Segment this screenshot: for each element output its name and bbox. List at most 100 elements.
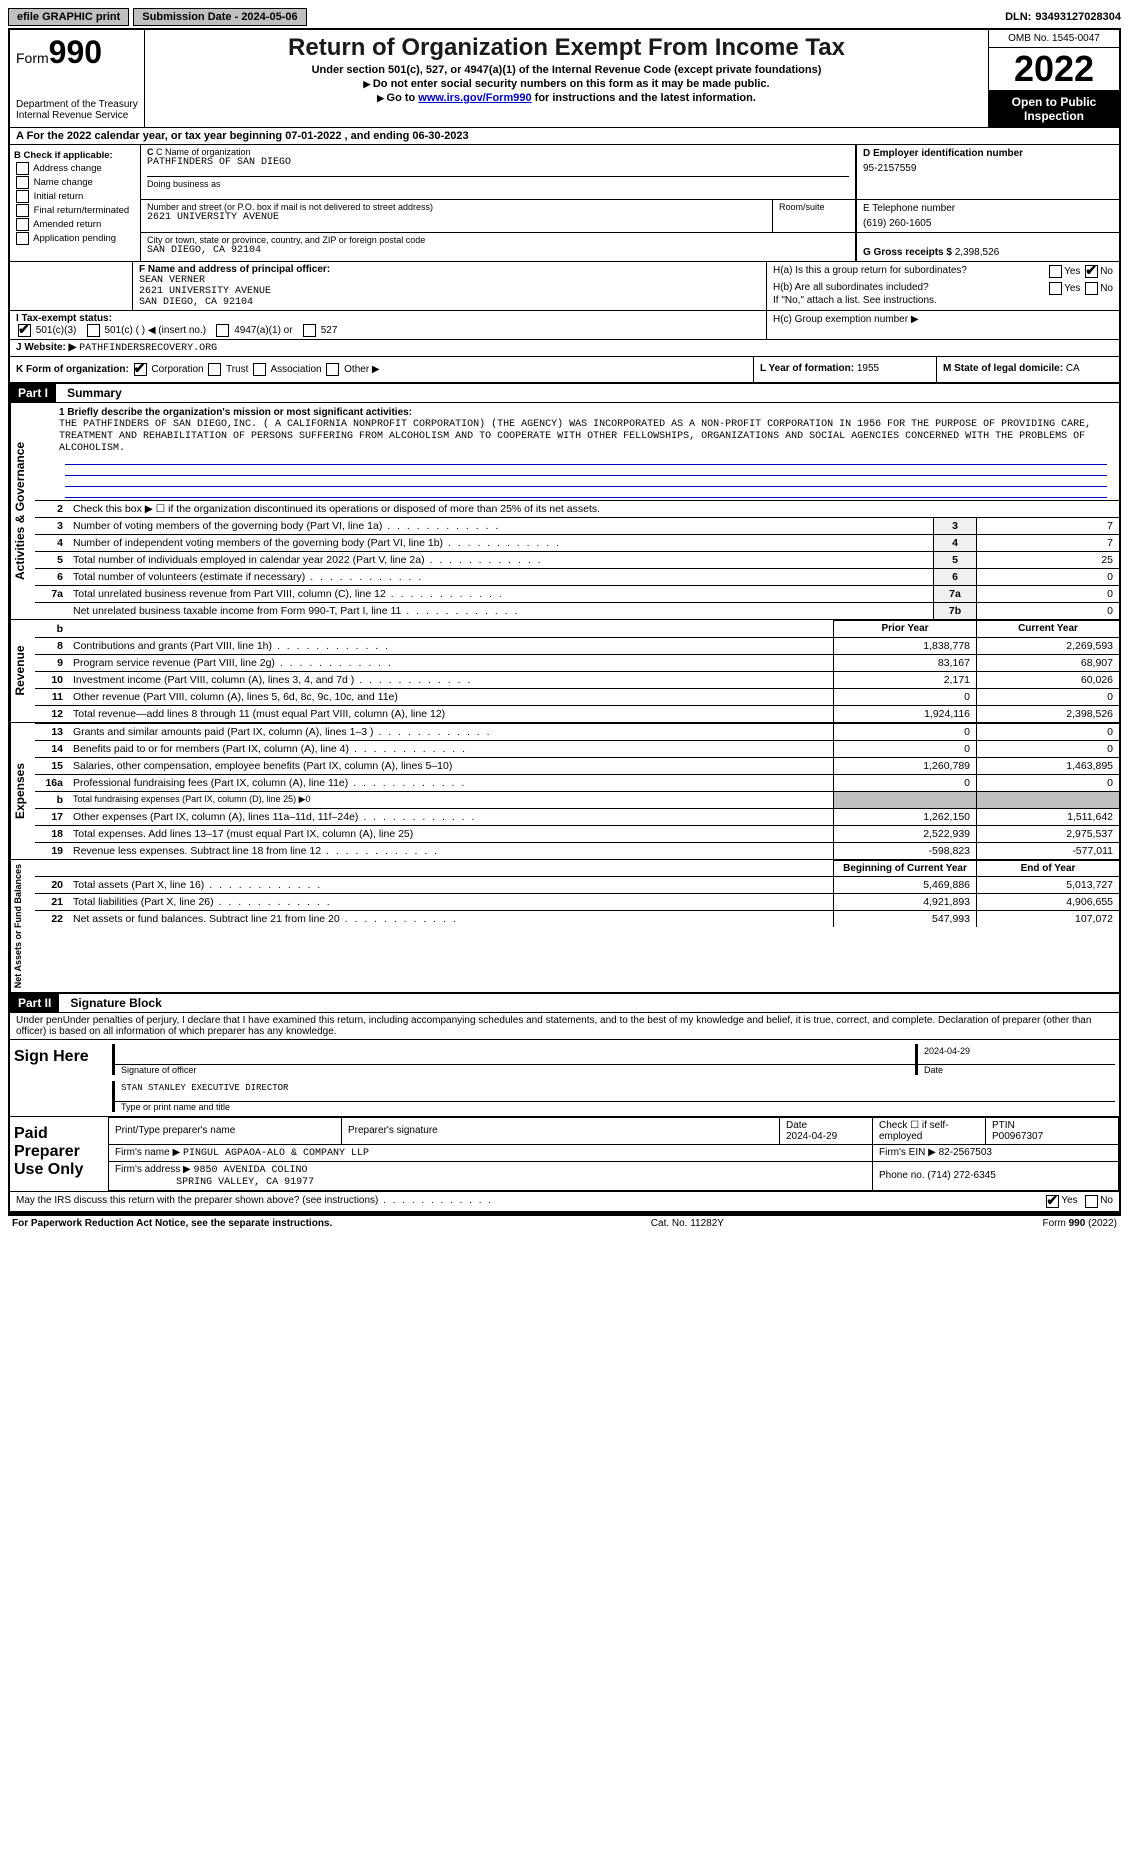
cb-527[interactable] bbox=[303, 324, 316, 337]
cb-501c[interactable] bbox=[87, 324, 100, 337]
h-c: H(c) Group exemption number ▶ bbox=[767, 311, 1119, 339]
col-g: G Gross receipts $ 2,398,526 bbox=[856, 233, 1119, 261]
form-container: Form990 Department of the Treasury Inter… bbox=[8, 28, 1121, 1215]
paid-preparer-row: Paid Preparer Use Only Print/Type prepar… bbox=[10, 1117, 1119, 1192]
note2-post: for instructions and the latest informat… bbox=[532, 92, 756, 104]
room-label: Room/suite bbox=[779, 202, 849, 212]
efile-button[interactable]: efile GRAPHIC print bbox=[8, 8, 129, 26]
line-9-text: Program service revenue (Part VIII, line… bbox=[73, 657, 393, 669]
summary-rev: Revenue bPrior YearCurrent Year 8Contrib… bbox=[10, 620, 1119, 723]
cb-amended[interactable]: Amended return bbox=[14, 218, 136, 231]
gov-table: 2Check this box ▶ ☐ if the organization … bbox=[35, 500, 1119, 619]
part1-title: Summary bbox=[59, 386, 122, 400]
form-number: 990 bbox=[49, 34, 102, 70]
cb-other[interactable] bbox=[326, 363, 339, 376]
firm-name: PINGUL AGPAOA-ALO & COMPANY LLP bbox=[183, 1148, 369, 1159]
c-name-label: C Name of organization bbox=[156, 147, 251, 157]
col-k: K Form of organization: Corporation Trus… bbox=[10, 357, 754, 382]
tax-year: 2022 bbox=[989, 48, 1119, 91]
cb-corp[interactable] bbox=[134, 363, 147, 376]
row-klm: K Form of organization: Corporation Trus… bbox=[10, 357, 1119, 383]
omb-number: OMB No. 1545-0047 bbox=[989, 30, 1119, 48]
firm-addr-lbl: Firm's address ▶ bbox=[115, 1164, 191, 1175]
line-6-val: 0 bbox=[977, 569, 1120, 586]
line-7a-text: Total unrelated business revenue from Pa… bbox=[73, 588, 504, 600]
th-end: End of Year bbox=[977, 860, 1120, 876]
cb-discuss-yes[interactable] bbox=[1046, 1195, 1059, 1208]
firm-ein-lbl: Firm's EIN ▶ bbox=[879, 1147, 936, 1158]
declaration-text: Under penUnder penalties of perjury, I d… bbox=[10, 1013, 1119, 1039]
line-17-text: Other expenses (Part IX, column (A), lin… bbox=[73, 811, 476, 823]
sign-here-label: Sign Here bbox=[10, 1040, 108, 1116]
col-h: H(a) Is this a group return for subordin… bbox=[767, 262, 1119, 310]
row-j: J Website: ▶ PATHFINDERSRECOVERY.ORG bbox=[10, 340, 1119, 357]
city-label: City or town, state or province, country… bbox=[147, 235, 849, 245]
h-b-note: If "No," attach a list. See instructions… bbox=[773, 295, 1113, 306]
officer-label: F Name and address of principal officer: bbox=[139, 264, 330, 275]
h-b: H(b) Are all subordinates included? bbox=[773, 282, 929, 295]
line-14-text: Benefits paid to or for members (Part IX… bbox=[73, 743, 467, 755]
col-b-checkboxes: B Check if applicable: Address change Na… bbox=[10, 145, 141, 261]
dept-treasury: Department of the Treasury bbox=[16, 99, 138, 110]
note-ssn: Do not enter social security numbers on … bbox=[153, 78, 980, 90]
firm-name-lbl: Firm's name ▶ bbox=[115, 1147, 180, 1158]
header-center: Return of Organization Exempt From Incom… bbox=[145, 30, 988, 127]
officer-addr1: 2621 UNIVERSITY AVENUE bbox=[139, 286, 760, 297]
cb-trust[interactable] bbox=[208, 363, 221, 376]
line-5-text: Total number of individuals employed in … bbox=[73, 554, 543, 566]
line-16b-text: Total fundraising expenses (Part IX, col… bbox=[73, 794, 311, 804]
sig-date-label: Date bbox=[915, 1065, 1115, 1075]
vert-gov: Activities & Governance bbox=[10, 403, 35, 619]
cb-initial[interactable]: Initial return bbox=[14, 190, 136, 203]
tax-status-label: I Tax-exempt status: bbox=[16, 313, 112, 324]
preparer-table: Print/Type preparer's name Preparer's si… bbox=[108, 1117, 1119, 1191]
gross-label: G Gross receipts $ bbox=[863, 247, 952, 258]
line-4-text: Number of independent voting members of … bbox=[73, 537, 561, 549]
sig-officer-label: Signature of officer bbox=[112, 1065, 915, 1075]
footer-right: Form 990 (2022) bbox=[1043, 1218, 1117, 1229]
ein-value: 95-2157559 bbox=[863, 163, 1113, 174]
summary-gov: Activities & Governance 1 Briefly descri… bbox=[10, 403, 1119, 620]
col-f: F Name and address of principal officer:… bbox=[133, 262, 767, 310]
firm-addr1: 9850 AVENIDA COLINO bbox=[194, 1165, 308, 1176]
irs-link[interactable]: www.irs.gov/Form990 bbox=[418, 92, 531, 104]
line-8-text: Contributions and grants (Part VIII, lin… bbox=[73, 640, 390, 652]
line-19-text: Revenue less expenses. Subtract line 18 … bbox=[73, 845, 439, 857]
line-2: Check this box ▶ ☐ if the organization d… bbox=[67, 501, 1119, 518]
cb-final[interactable]: Final return/terminated bbox=[14, 204, 136, 217]
cb-pending[interactable]: Application pending bbox=[14, 232, 136, 245]
cb-501c3[interactable] bbox=[18, 324, 31, 337]
cb-discuss-no[interactable] bbox=[1085, 1195, 1098, 1208]
line-7b-text: Net unrelated business taxable income fr… bbox=[73, 605, 519, 617]
dln-label: DLN: bbox=[1005, 11, 1031, 23]
line-11-text: Other revenue (Part VIII, column (A), li… bbox=[73, 691, 398, 703]
phone-label: E Telephone number bbox=[863, 203, 955, 214]
firm-addr2: SPRING VALLEY, CA 91977 bbox=[176, 1177, 314, 1188]
line-18-text: Total expenses. Add lines 13–17 (must eq… bbox=[73, 828, 413, 840]
form-title: Return of Organization Exempt From Incom… bbox=[153, 34, 980, 62]
th-beg: Beginning of Current Year bbox=[834, 860, 977, 876]
line-13-text: Grants and similar amounts paid (Part IX… bbox=[73, 726, 492, 738]
rev-table: bPrior YearCurrent Year 8Contributions a… bbox=[35, 620, 1119, 722]
phone-lbl: Phone no. bbox=[879, 1170, 925, 1181]
irs-label: Internal Revenue Service bbox=[16, 110, 138, 121]
line-7a-val: 0 bbox=[977, 586, 1120, 603]
cb-name[interactable]: Name change bbox=[14, 176, 136, 189]
footer: For Paperwork Reduction Act Notice, see … bbox=[8, 1215, 1121, 1231]
cb-assoc[interactable] bbox=[253, 363, 266, 376]
website-label: J Website: ▶ bbox=[16, 342, 76, 353]
mission-block: 1 Briefly describe the organization's mi… bbox=[35, 403, 1119, 500]
entity-block: B Check if applicable: Address change Na… bbox=[10, 145, 1119, 262]
prep-h5: PTIN bbox=[992, 1120, 1015, 1131]
dln-value: 93493127028304 bbox=[1035, 11, 1121, 23]
line-15-text: Salaries, other compensation, employee b… bbox=[73, 760, 452, 772]
cb-4947[interactable] bbox=[216, 324, 229, 337]
cb-address[interactable]: Address change bbox=[14, 162, 136, 175]
form-subtitle: Under section 501(c), 527, or 4947(a)(1)… bbox=[153, 64, 980, 76]
prep-h3: Date bbox=[786, 1120, 807, 1131]
officer-name: SEAN VERNER bbox=[139, 275, 760, 286]
note2-pre: Go to bbox=[387, 92, 419, 104]
note-website: Go to www.irs.gov/Form990 for instructio… bbox=[153, 92, 980, 104]
part2-label: Part II bbox=[10, 994, 59, 1012]
col-e: E Telephone number (619) 260-1605 bbox=[856, 200, 1119, 232]
